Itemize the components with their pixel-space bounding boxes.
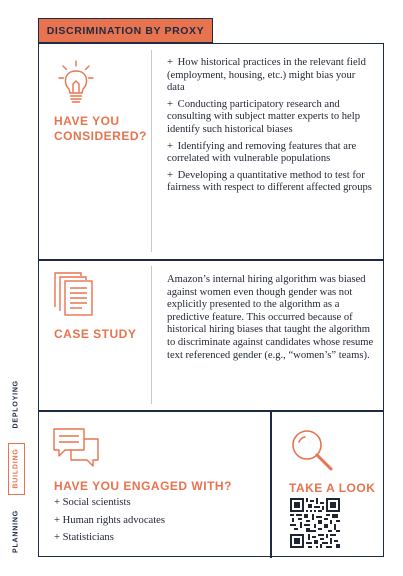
section-title: DISCRIMINATION BY PROXY [46, 24, 205, 37]
list-item: + How historical practices in the releva… [167, 57, 366, 94]
content-card [38, 43, 384, 558]
list-item: + Human rights advocates [54, 514, 166, 526]
side-nav-planning[interactable]: PLANNING [12, 510, 20, 553]
document-stack-icon [54, 272, 93, 316]
column-divider-1 [151, 50, 152, 252]
side-nav-deploying[interactable]: DEPLOYING [12, 380, 20, 429]
magnifier-icon [292, 430, 333, 471]
divider-2 [39, 410, 383, 412]
list-item: + Identifying and removing features that… [167, 140, 357, 165]
lightbulb-icon [58, 60, 94, 103]
considered-list: + How historical practices in the releva… [167, 57, 372, 199]
chat-bubbles-icon [53, 428, 99, 467]
side-nav-active-box [8, 443, 25, 495]
take-a-look-heading: TAKE A LOOK [289, 481, 376, 495]
column-divider-2 [151, 266, 152, 404]
considered-heading: HAVE YOU CONSIDERED? [54, 114, 147, 144]
qr-code-icon[interactable] [290, 498, 340, 548]
considered-heading-line2: CONSIDERED? [54, 129, 147, 143]
list-item: + Developing a quantitative method to te… [167, 169, 372, 194]
engaged-list: + Social scientists + Human rights advoc… [54, 497, 254, 550]
case-study-text: Amazon’s internal hiring algorithm was b… [167, 274, 374, 361]
list-item: + Social scientists [54, 497, 131, 508]
divider-1 [39, 259, 383, 261]
considered-heading-line1: HAVE YOU [54, 114, 120, 128]
section-title-tab: DISCRIMINATION BY PROXY [38, 18, 213, 43]
list-item: + Statisticians [54, 532, 114, 544]
list-item: + Conducting participatory research and … [167, 98, 360, 135]
side-nav-building[interactable]: BUILDING [12, 448, 20, 489]
bottom-divider [270, 411, 272, 558]
engaged-heading: HAVE YOU ENGAGED WITH? [54, 479, 232, 493]
case-study-heading: CASE STUDY [54, 327, 137, 341]
